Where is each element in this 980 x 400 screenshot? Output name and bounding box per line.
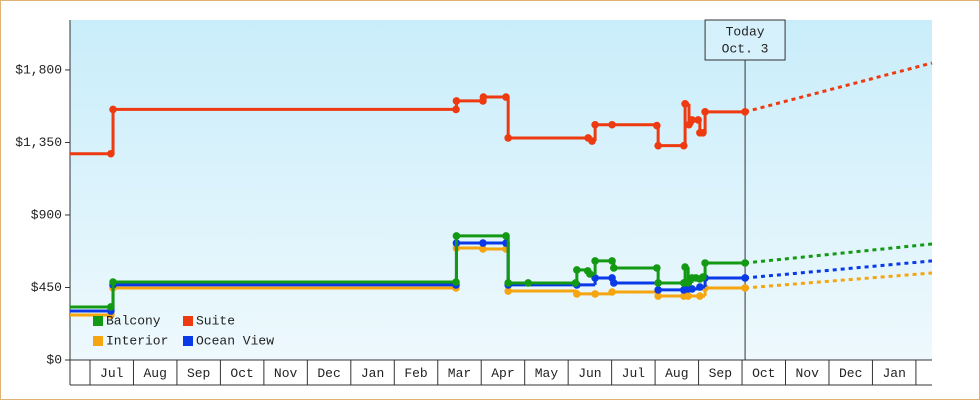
price-point	[681, 263, 689, 271]
legend-swatch	[183, 316, 193, 326]
x-tick-label: Sep	[709, 366, 732, 381]
price-point	[479, 245, 487, 253]
price-point	[504, 279, 512, 287]
plot-layer: $0 $450 $900 $1,350 $1,800 Jul Aug Sep Oct Nov Dec…	[15, 19, 933, 386]
price-point	[741, 274, 749, 282]
price-point	[679, 141, 688, 150]
price-point	[696, 283, 704, 291]
legend-label: Suite	[196, 313, 235, 328]
price-point	[571, 279, 580, 287]
price-point	[701, 259, 709, 267]
x-tick-label: Feb	[404, 366, 427, 381]
x-tick-label: Jun	[578, 366, 601, 381]
price-point	[591, 274, 599, 282]
x-tick-label: Jan	[361, 366, 384, 381]
price-point	[741, 284, 749, 292]
x-tick-label: Dec	[839, 366, 862, 381]
y-tick-label: $900	[31, 207, 62, 222]
price-point	[654, 279, 662, 287]
price-point	[696, 292, 704, 300]
price-point	[608, 120, 616, 129]
price-point	[654, 286, 662, 294]
price-point	[694, 116, 702, 124]
today-box	[704, 19, 786, 61]
price-point	[502, 232, 510, 240]
price-point	[608, 257, 616, 265]
price-point	[701, 108, 709, 116]
price-point	[452, 97, 461, 105]
price-point	[688, 285, 696, 293]
price-point	[741, 259, 749, 267]
price-point	[610, 279, 618, 287]
price-point	[452, 232, 461, 240]
x-tick-label: Nov	[274, 366, 298, 381]
price-point	[654, 292, 662, 300]
price-point	[608, 288, 616, 296]
price-point	[681, 99, 689, 108]
price-point	[654, 141, 662, 150]
price-point	[573, 266, 581, 274]
price-point	[741, 108, 749, 116]
price-point	[588, 137, 596, 145]
price-point	[452, 105, 460, 114]
x-tick-label: Dec	[317, 366, 340, 381]
price-point	[504, 287, 512, 295]
y-tick-label: $450	[31, 280, 62, 295]
x-tick-label: Jul	[100, 366, 124, 381]
price-point	[479, 93, 488, 101]
price-point	[479, 239, 487, 247]
legend-label: Balcony	[106, 313, 161, 328]
price-point	[688, 116, 696, 124]
x-tick-label: Jul	[622, 366, 646, 381]
x-tick-label: Aug	[143, 366, 166, 381]
x-tick-label: Jan	[882, 366, 905, 381]
price-point	[109, 278, 117, 286]
y-tick-label: $1,350	[15, 135, 62, 150]
price-point	[524, 279, 532, 287]
y-tick-label: $0	[46, 352, 62, 367]
x-tick-label: Aug	[665, 366, 688, 381]
x-tick-label: Apr	[491, 366, 514, 381]
price-point	[573, 290, 581, 298]
x-tick-label: Oct	[752, 366, 775, 381]
price-point	[504, 134, 512, 142]
price-point	[591, 290, 599, 298]
x-tick-label: Mar	[448, 366, 471, 381]
today-label: Today	[726, 24, 765, 39]
price-point	[586, 270, 594, 278]
x-tick-label: May	[535, 366, 559, 381]
x-tick-label: Oct	[230, 366, 253, 381]
plot-area	[70, 20, 932, 360]
legend-swatch	[183, 336, 193, 346]
legend-swatch	[93, 336, 103, 346]
price-point	[653, 264, 661, 272]
price-point	[591, 120, 599, 129]
price-point	[699, 273, 707, 281]
y-tick-label: $1,800	[15, 62, 62, 77]
today-label: Oct. 3	[722, 41, 769, 56]
price-point	[591, 257, 599, 265]
price-point	[699, 128, 707, 137]
price-point	[610, 264, 618, 272]
price-point	[653, 121, 661, 130]
price-point	[684, 292, 692, 300]
price-point	[107, 303, 115, 311]
legend-label: Interior	[106, 333, 168, 348]
x-tick-label: Nov	[796, 366, 820, 381]
series	[70, 232, 933, 311]
price-point	[107, 149, 115, 158]
legend-swatch	[93, 316, 103, 326]
forecast-line	[744, 61, 933, 114]
price-point	[452, 278, 460, 286]
x-tick-label: Sep	[187, 366, 210, 381]
legend-label: Ocean View	[196, 333, 274, 348]
price-point	[109, 105, 117, 114]
series	[70, 61, 933, 158]
price-point	[502, 93, 510, 101]
